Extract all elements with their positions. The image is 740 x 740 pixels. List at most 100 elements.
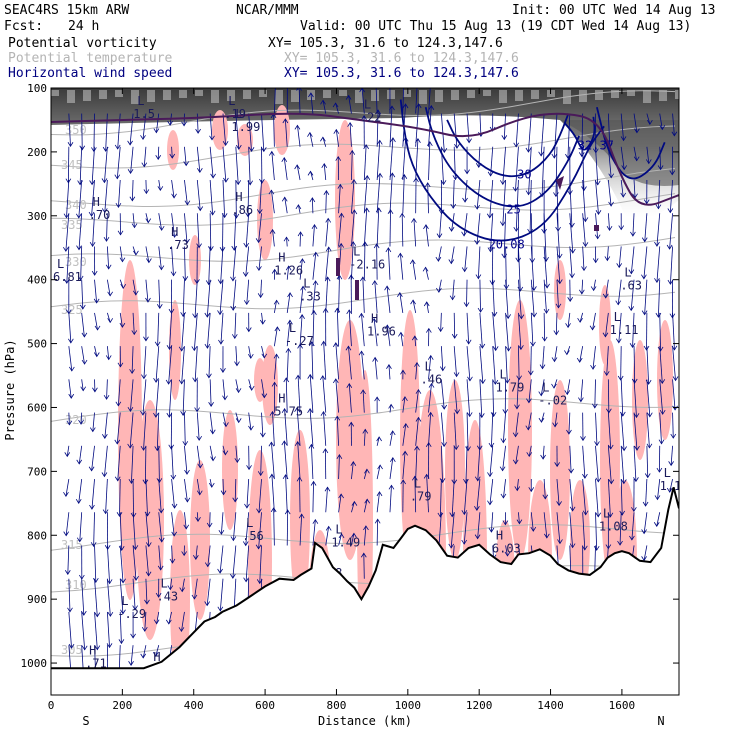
pv-extremum-value: 1.11 bbox=[610, 323, 639, 337]
wind-vector bbox=[633, 179, 636, 198]
wind-vector-head bbox=[440, 180, 447, 186]
pv-shade-blob bbox=[222, 410, 238, 530]
wind-vector bbox=[181, 346, 185, 384]
stratosphere-texture bbox=[595, 90, 603, 100]
wind-vector-head bbox=[461, 231, 467, 237]
wind-vector bbox=[389, 430, 394, 446]
wind-vector-head bbox=[235, 388, 242, 394]
wind-vector-head bbox=[294, 407, 300, 413]
wind-vector bbox=[413, 218, 417, 247]
wind-vector bbox=[196, 179, 201, 211]
wind-vector-head bbox=[659, 125, 666, 131]
wind-vector-head bbox=[145, 218, 152, 224]
wind-vector bbox=[465, 445, 468, 484]
wind-vector-head bbox=[512, 459, 519, 465]
wind-vector bbox=[541, 146, 545, 197]
wind-vector-head bbox=[210, 456, 216, 462]
wind-vector-head bbox=[75, 498, 82, 504]
wind-vector bbox=[374, 357, 378, 380]
wind-vector-head bbox=[299, 258, 306, 264]
stratosphere-texture bbox=[435, 90, 443, 102]
pv-extremum-type: H bbox=[278, 391, 285, 405]
wind-vector-head bbox=[607, 444, 614, 450]
wind-vector-head bbox=[439, 478, 446, 484]
wind-vector bbox=[363, 175, 368, 214]
wind-vector-head bbox=[346, 309, 353, 315]
wind-vector-head bbox=[171, 503, 178, 509]
wind-vector-head bbox=[184, 497, 191, 503]
wind-vector bbox=[490, 213, 494, 252]
wind-speed-contour bbox=[446, 113, 570, 178]
wind-vector-head bbox=[397, 292, 403, 297]
wind-vector bbox=[579, 312, 584, 323]
wind-vector-head bbox=[633, 477, 639, 483]
pv-extremum-type: H bbox=[278, 251, 285, 265]
wind-vector-head bbox=[210, 173, 216, 179]
wind-vector-head bbox=[409, 259, 416, 265]
wind-vector-head bbox=[156, 478, 163, 484]
wind-vector-head bbox=[401, 73, 406, 77]
wind-vector bbox=[659, 379, 664, 415]
wind-vector bbox=[143, 346, 147, 379]
wind-vector bbox=[145, 512, 150, 547]
wind-vector bbox=[65, 478, 70, 497]
y-tick-label: 500 bbox=[27, 338, 47, 351]
wind-vector bbox=[477, 445, 481, 481]
wind-vector bbox=[466, 312, 470, 344]
wind-vector bbox=[184, 412, 186, 446]
wind-vector-head bbox=[217, 568, 223, 574]
wind-vector-head bbox=[312, 251, 319, 257]
wind-vector-head bbox=[204, 343, 211, 349]
pv-shade-blob bbox=[445, 380, 465, 560]
wind-vector-head bbox=[437, 512, 444, 518]
wind-vector bbox=[569, 512, 574, 548]
fcst-value: 24 h bbox=[68, 19, 100, 34]
wind-vector-head bbox=[337, 183, 344, 189]
wind-vector-head bbox=[499, 466, 506, 472]
wind-vector bbox=[158, 479, 162, 513]
wind-vector-head bbox=[255, 238, 262, 244]
theta-contour-label: 305 bbox=[61, 643, 83, 657]
wind-vector bbox=[245, 545, 250, 582]
wind-vector-head bbox=[351, 500, 358, 506]
wind-vector-head bbox=[387, 76, 392, 80]
stratosphere-texture bbox=[243, 90, 251, 99]
wind-vector-head bbox=[127, 443, 133, 449]
wind-vector-head bbox=[235, 418, 242, 424]
wind-vector-head bbox=[439, 366, 446, 372]
wind-vector bbox=[595, 412, 598, 446]
wind-vector bbox=[94, 312, 98, 330]
wind-vector-head bbox=[230, 536, 237, 542]
wind-vector bbox=[453, 412, 457, 450]
wind-vector bbox=[402, 451, 406, 480]
wind-vector bbox=[402, 396, 406, 413]
y-tick-label: 1000 bbox=[21, 657, 48, 670]
stratosphere-texture bbox=[675, 90, 679, 99]
wind-vector-head bbox=[322, 448, 329, 454]
wind-vector-head bbox=[259, 178, 265, 184]
wind-vector-head bbox=[351, 178, 357, 184]
wind-vector-head bbox=[358, 312, 365, 318]
wind-vector-head bbox=[577, 317, 583, 323]
wind-vector bbox=[158, 512, 163, 542]
wind-vector-head bbox=[414, 445, 420, 451]
wind-vector-head bbox=[454, 143, 460, 149]
wind-vector bbox=[386, 325, 391, 347]
pv-extremum-value: -2.16 bbox=[349, 257, 385, 271]
wind-vector bbox=[94, 346, 98, 357]
terrain-fill bbox=[51, 487, 679, 695]
wind-vector-head bbox=[348, 274, 354, 280]
wind-vectors bbox=[63, 73, 679, 684]
wind-vector bbox=[91, 479, 95, 510]
wind-vector-head bbox=[107, 291, 113, 297]
wind-vector-head bbox=[171, 531, 178, 537]
wind-vector-head bbox=[384, 285, 390, 291]
wind-vector-head bbox=[402, 450, 408, 456]
wind-vector-head bbox=[630, 231, 636, 237]
wind-vector bbox=[296, 164, 301, 181]
wind-vector bbox=[554, 346, 558, 362]
wind-vector-head bbox=[308, 341, 315, 347]
pv-shade-blob bbox=[167, 130, 179, 170]
wind-vector-head bbox=[530, 341, 536, 347]
wind-vector bbox=[104, 179, 108, 213]
